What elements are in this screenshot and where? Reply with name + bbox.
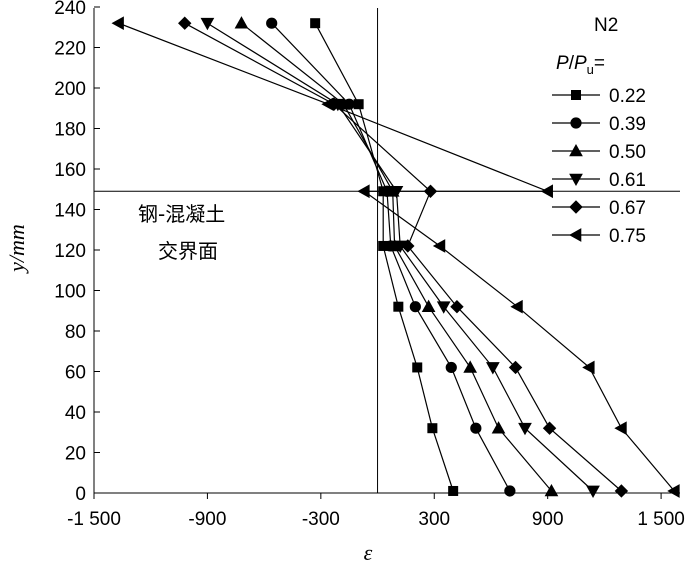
- data-point: [614, 484, 629, 498]
- interface-annotation-line2: 交界面: [158, 239, 218, 263]
- y-tick-label: 180: [54, 120, 86, 141]
- legend-label: 0.50: [609, 142, 646, 163]
- data-point: [448, 485, 459, 496]
- data-point: [178, 16, 192, 30]
- legend-entry: 0.50: [552, 142, 646, 163]
- series-0.67: [178, 16, 629, 498]
- data-point: [570, 117, 582, 129]
- y-tick-label: 120: [54, 241, 86, 262]
- y-tick-label: 220: [54, 39, 86, 60]
- x-tick-label: 900: [532, 509, 564, 530]
- legend-label: 0.67: [609, 198, 646, 219]
- series-line: [271, 22, 511, 492]
- x-tick-label: -1 500: [67, 509, 121, 530]
- data-point: [266, 17, 278, 29]
- y-tick-label: 160: [54, 160, 86, 181]
- data-point: [393, 301, 404, 312]
- legend-entry: 0.22: [552, 86, 646, 107]
- legend-title: N2: [594, 15, 618, 36]
- y-axis-title: y/mm: [4, 224, 29, 274]
- data-point: [491, 421, 506, 434]
- data-point: [450, 299, 464, 314]
- data-point: [436, 301, 451, 314]
- legend-entry: 0.75: [552, 226, 646, 247]
- series-0.75: [111, 16, 680, 498]
- legend-entry: 0.67: [552, 198, 646, 219]
- data-point: [504, 485, 516, 497]
- data-point: [200, 17, 215, 31]
- data-point: [427, 423, 438, 434]
- legend-label: 0.75: [609, 226, 646, 247]
- data-point: [544, 483, 559, 497]
- data-point: [412, 362, 423, 373]
- ticks: 0 20 40 60 80 100 120 140 160 180 200 220 240 -1 500 -…: [54, 0, 685, 530]
- x-tick-label: -300: [302, 509, 340, 530]
- data-point: [586, 485, 600, 499]
- series-line: [184, 22, 622, 492]
- data-point: [569, 143, 583, 157]
- y-tick-label: 20: [65, 444, 86, 465]
- series-0.22: [310, 18, 459, 496]
- y-tick-label: 140: [54, 201, 86, 222]
- x-tick-label: 300: [418, 509, 450, 530]
- data-point: [540, 184, 553, 199]
- data-point: [421, 299, 436, 312]
- x-tick-label: -900: [188, 509, 226, 530]
- y-tick-label: 60: [65, 363, 86, 384]
- x-axis-title: ε: [364, 540, 373, 565]
- legend-subtitle: P/Pu=: [556, 53, 605, 77]
- data-point: [667, 484, 680, 498]
- data-point: [571, 90, 581, 100]
- data-point: [463, 360, 478, 373]
- y-tick-label: 200: [54, 79, 86, 100]
- legend-label: 0.22: [609, 86, 646, 107]
- legend: N2 P/Pu= 0.22 0.39 0.50 0.61 0.67 0.75: [552, 15, 646, 247]
- legend-label: 0.39: [609, 114, 646, 135]
- series-line: [241, 22, 552, 492]
- data-point: [357, 184, 370, 199]
- series-line: [207, 22, 594, 492]
- data-point: [470, 422, 482, 434]
- legend-entry: 0.39: [552, 114, 646, 135]
- y-tick-label: 80: [65, 322, 86, 343]
- interface-annotation-line1: 钢-混凝土: [138, 202, 225, 226]
- series-line: [314, 22, 454, 492]
- y-tick-label: 40: [65, 403, 86, 424]
- series-layer: [111, 16, 680, 499]
- data-point: [234, 16, 249, 29]
- y-tick-label: 240: [54, 0, 86, 19]
- data-point: [111, 16, 124, 31]
- data-point: [445, 361, 457, 374]
- data-point: [569, 200, 583, 214]
- series-0.50: [234, 16, 559, 497]
- y-tick-label: 100: [54, 282, 86, 303]
- data-point: [569, 173, 583, 187]
- x-tick-label: 1 500: [637, 509, 685, 530]
- data-point: [353, 99, 364, 110]
- data-point: [582, 360, 595, 375]
- series-0.39: [266, 17, 516, 497]
- data-point: [510, 299, 523, 314]
- data-point: [432, 239, 446, 253]
- data-point: [486, 362, 500, 375]
- data-point: [401, 239, 415, 253]
- data-point: [614, 421, 627, 436]
- data-point: [310, 18, 321, 29]
- data-point: [542, 421, 557, 435]
- data-point: [409, 301, 421, 313]
- series-0.61: [200, 17, 600, 499]
- data-point: [321, 97, 334, 112]
- data-point: [518, 422, 532, 436]
- data-point: [568, 228, 582, 242]
- legend-entry: 0.61: [552, 170, 646, 191]
- data-point: [508, 360, 523, 375]
- legend-label: 0.61: [609, 170, 646, 191]
- y-tick-label: 0: [75, 484, 86, 505]
